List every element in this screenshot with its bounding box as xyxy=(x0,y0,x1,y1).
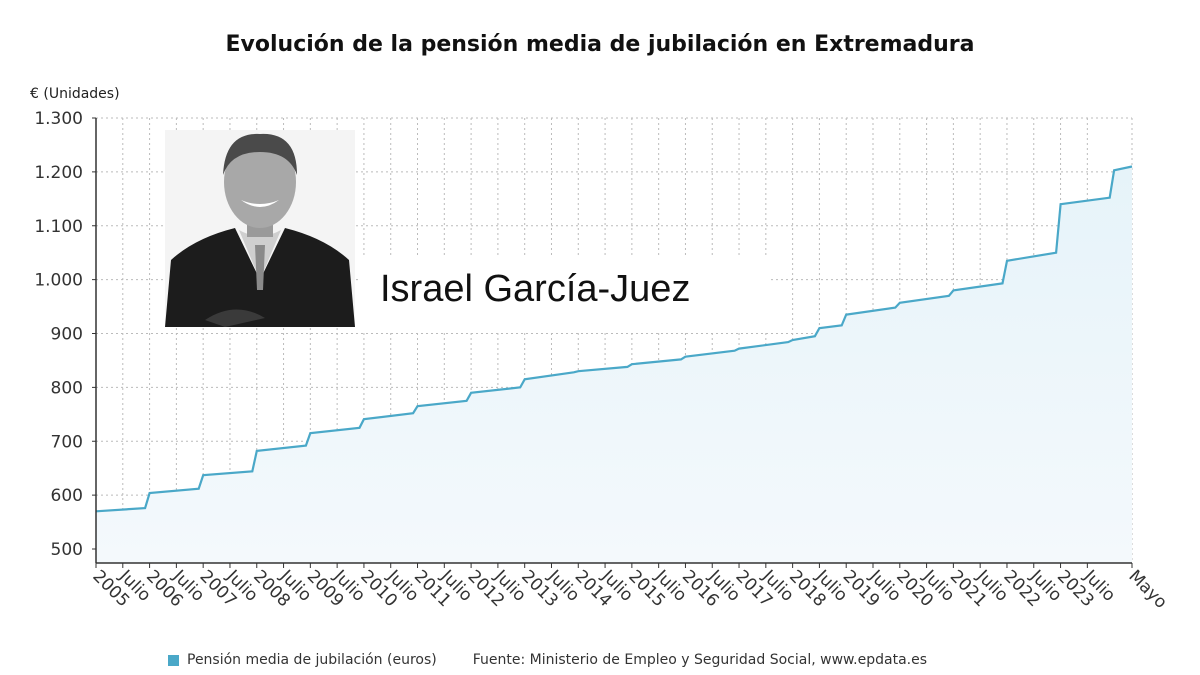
portrait-photo xyxy=(165,130,355,327)
y-tick-label: 1.100 xyxy=(34,217,83,237)
series-area xyxy=(96,166,1132,563)
legend: Pensión media de jubilación (euros) Fuen… xyxy=(168,652,927,668)
series-line xyxy=(95,165,1133,513)
person-name: Israel García-Juez xyxy=(380,268,691,310)
y-tick-label: 700 xyxy=(51,432,83,452)
y-tick-label: 500 xyxy=(51,540,83,560)
legend-label: Pensión media de jubilación (euros) xyxy=(187,652,437,668)
y-tick-label: 600 xyxy=(51,486,83,506)
y-tick-label: 1.000 xyxy=(34,271,83,291)
y-tick-label: 800 xyxy=(51,378,83,398)
y-tick-label: 1.300 xyxy=(34,109,83,129)
y-tick-label: 900 xyxy=(51,325,83,345)
legend-swatch xyxy=(168,654,179,666)
chart-title: Evolución de la pensión media de jubilac… xyxy=(225,32,975,57)
source-note: Fuente: Ministerio de Empleo y Seguridad… xyxy=(472,652,928,668)
x-tick-label: Mayo xyxy=(1124,566,1170,612)
name-label-box xyxy=(360,255,770,330)
y-tick-label: 1.200 xyxy=(34,163,83,183)
y-axis-label: € (Unidades) xyxy=(30,86,120,102)
